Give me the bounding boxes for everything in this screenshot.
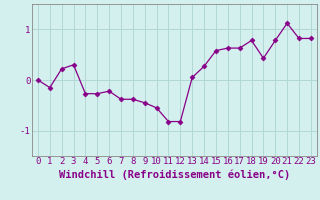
X-axis label: Windchill (Refroidissement éolien,°C): Windchill (Refroidissement éolien,°C) — [59, 169, 290, 180]
